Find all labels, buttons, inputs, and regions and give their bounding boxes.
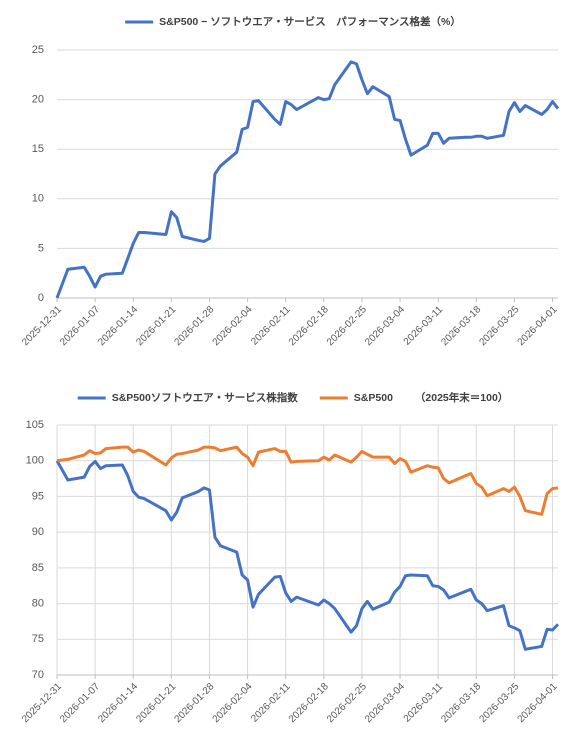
x-tick-label: 2026-01-21 — [134, 681, 178, 725]
y-tick-label: 100 — [26, 455, 44, 467]
x-tick-label: 2026-02-04 — [211, 681, 255, 725]
x-tick-label: 2026-01-28 — [173, 681, 217, 725]
y-tick-label: 75 — [32, 633, 44, 645]
x-tick-label: 2026-01-14 — [96, 681, 140, 725]
data-line — [56, 445, 559, 516]
x-tick-label: 2026-02-18 — [287, 681, 331, 725]
x-tick-label: 2026-01-21 — [134, 304, 178, 348]
y-tick-label: 5 — [38, 242, 44, 254]
x-tick-label: 2025-12-31 — [20, 681, 64, 725]
x-tick-label: 2026-03-18 — [439, 304, 483, 348]
legend-label: S&P500 — [354, 392, 393, 404]
x-tick-label: 2026-02-04 — [211, 304, 255, 348]
x-tick-label: 2026-02-25 — [325, 304, 369, 348]
y-tick-label: 15 — [32, 143, 44, 155]
legend-label: S&P500 − ソフトウエア・サービス パフォーマンス格差（%） — [159, 15, 461, 28]
y-tick-label: 105 — [26, 419, 44, 431]
data-line — [55, 459, 560, 651]
x-tick-label: 2026-03-25 — [477, 304, 521, 348]
y-tick-label: 95 — [32, 490, 44, 502]
x-tick-label: 2026-03-04 — [363, 681, 407, 725]
x-tick-label: 2026-03-04 — [363, 304, 407, 348]
x-tick-label: 2026-03-18 — [439, 681, 483, 725]
y-tick-label: 85 — [32, 562, 44, 574]
y-tick-label: 80 — [32, 597, 44, 609]
data-line — [55, 60, 560, 299]
y-tick-label: 90 — [32, 526, 44, 538]
x-tick-label: 2026-01-14 — [96, 304, 140, 348]
x-tick-label: 2026-02-18 — [287, 304, 331, 348]
x-tick-label: 2025-12-31 — [20, 304, 64, 348]
x-tick-label: 2026-01-07 — [58, 304, 102, 348]
legend-note: （2025年末＝100） — [415, 391, 508, 404]
y-tick-label: 25 — [32, 44, 44, 56]
x-tick-label: 2026-01-07 — [58, 681, 102, 725]
x-tick-label: 2026-01-28 — [173, 304, 217, 348]
y-tick-label: 0 — [38, 292, 44, 304]
y-tick-label: 70 — [32, 669, 44, 681]
x-tick-label: 2026-04-01 — [516, 304, 560, 348]
y-tick-label: 10 — [32, 193, 44, 205]
y-tick-label: 20 — [32, 94, 44, 106]
legend-label: S&P500ソフトウエア・サービス株指数 — [112, 391, 299, 404]
x-tick-label: 2026-04-01 — [516, 681, 560, 725]
x-tick-label: 2026-03-25 — [477, 681, 521, 725]
x-tick-label: 2026-02-25 — [325, 681, 369, 725]
